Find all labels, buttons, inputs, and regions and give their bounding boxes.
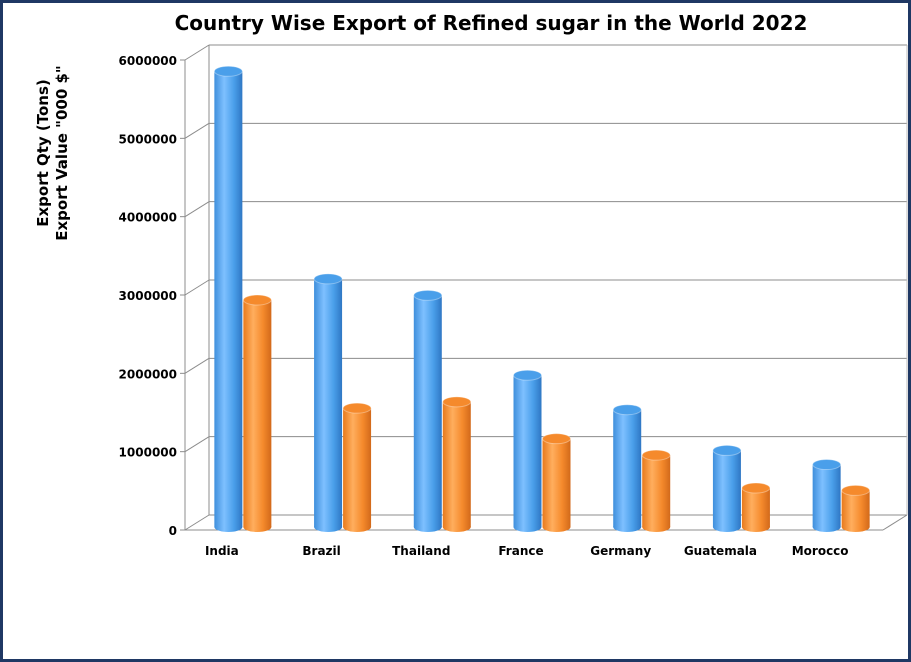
bar: [242, 294, 272, 532]
gridline-diagonal: [184, 514, 210, 531]
bar-body: [642, 455, 671, 527]
x-tick-label: France: [498, 544, 543, 558]
y-tick-label: 3000000: [119, 289, 177, 303]
bar-cap: [313, 273, 343, 285]
bar-cap: [442, 396, 472, 408]
x-tick-label: Brazil: [302, 544, 340, 558]
bar-base: [214, 522, 243, 532]
bar-base: [513, 522, 542, 532]
bar-cap: [213, 65, 243, 77]
gridline-diagonal: [184, 201, 210, 218]
y-tick-label: 5000000: [119, 132, 177, 146]
x-category-labels: India Brazil Thailand France Germany Guatemal…: [205, 544, 849, 558]
bar: [413, 289, 443, 532]
bar-base: [413, 522, 442, 532]
chart-title: Country Wise Export of Refined sugar in …: [175, 11, 808, 35]
bar-cap: [513, 369, 542, 381]
bar-base: [243, 522, 272, 532]
y-tick-label: 2000000: [119, 367, 177, 381]
bar: [612, 404, 642, 532]
gridline-diagonal: [184, 44, 210, 61]
y-axis-label-line-1: Export Qty (Tons): [34, 79, 52, 227]
bars: [213, 65, 871, 532]
bar: [812, 459, 842, 532]
y-axis-label: Export Qty (Tons) Export Value "000 $": [34, 65, 71, 240]
bar-body: [243, 300, 272, 527]
bar-base: [642, 522, 671, 532]
bar: [712, 444, 742, 532]
bar-cap: [712, 444, 742, 456]
bar-body: [841, 490, 870, 527]
bar-cap: [812, 459, 842, 471]
x-tick-label: Guatemala: [684, 544, 757, 558]
bar-body: [314, 278, 343, 527]
y-tick-label: 0: [169, 524, 177, 538]
x-tick-label: Germany: [590, 544, 651, 558]
bar-cap: [612, 404, 642, 416]
bar-base: [841, 522, 870, 532]
bar-base: [712, 522, 741, 532]
gridline-diagonal: [184, 436, 210, 453]
bar-base: [741, 522, 770, 532]
gridline-diagonal: [184, 122, 210, 139]
bar: [342, 402, 372, 532]
bar-base: [542, 522, 571, 532]
bar-base: [343, 522, 372, 532]
bar-body: [343, 408, 372, 527]
bar: [513, 369, 542, 532]
bar-body: [542, 438, 571, 527]
floor-right-edge: [882, 514, 908, 531]
bar-cap: [242, 294, 272, 306]
bar-body: [413, 295, 442, 527]
bar-cap: [841, 484, 871, 496]
y-tick-labels: 0 1000000 2000000 3000000 4000000 5000000 6000…: [119, 54, 177, 538]
bar-body: [812, 464, 841, 527]
y-axis-label-line-2: Export Value "000 $": [53, 65, 71, 240]
bar-body: [214, 71, 243, 528]
chart-canvas: Country Wise Export of Refined sugar in …: [34, 11, 908, 558]
bar: [213, 65, 243, 532]
bar-cap: [741, 482, 771, 494]
bar-body: [712, 450, 741, 527]
y-tick-label: 4000000: [119, 211, 177, 225]
x-tick-label: Thailand: [392, 544, 450, 558]
bar: [542, 433, 571, 532]
bar-base: [442, 522, 471, 532]
bar-base: [613, 522, 642, 532]
bar-cap: [413, 289, 443, 301]
bar: [741, 482, 771, 532]
bar-body: [442, 401, 471, 527]
gridline-diagonal: [184, 357, 210, 374]
bar-body: [513, 375, 542, 527]
x-tick-label: India: [205, 544, 239, 558]
bar-cap: [342, 402, 372, 414]
gridline-diagonal: [184, 279, 210, 296]
y-tick-label: 6000000: [119, 54, 177, 68]
bar-body: [613, 409, 642, 527]
bar-base: [314, 522, 343, 532]
bar-base: [812, 522, 841, 532]
bar-cap: [641, 449, 671, 461]
bar: [641, 449, 671, 532]
bar-body: [741, 488, 770, 527]
bar: [442, 396, 472, 532]
bar-cap: [542, 433, 571, 445]
x-tick-label: Morocco: [792, 544, 849, 558]
bar: [841, 484, 871, 532]
y-tick-label: 1000000: [119, 446, 177, 460]
bar: [313, 273, 343, 532]
